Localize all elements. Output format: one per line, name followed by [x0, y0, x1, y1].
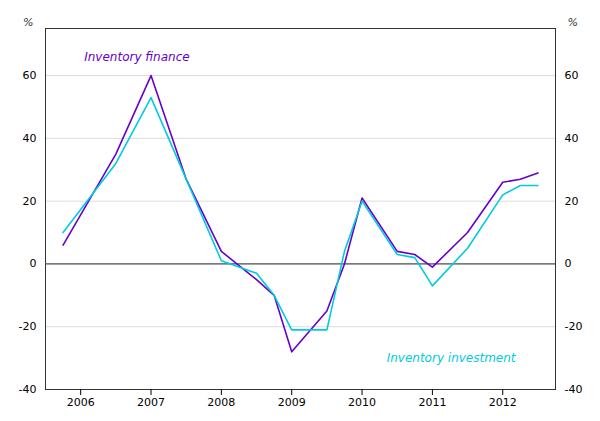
- svg-text:2008: 2008: [207, 396, 235, 409]
- svg-text:-40: -40: [565, 383, 583, 396]
- svg-text:20: 20: [23, 195, 37, 208]
- svg-text:40: 40: [565, 132, 579, 145]
- svg-text:20: 20: [565, 195, 579, 208]
- svg-text:-40: -40: [19, 383, 37, 396]
- svg-text:-20: -20: [565, 320, 583, 333]
- svg-text:2011: 2011: [418, 396, 446, 409]
- svg-text:2009: 2009: [278, 396, 306, 409]
- svg-text:2010: 2010: [348, 396, 376, 409]
- svg-text:0: 0: [565, 257, 572, 270]
- svg-text:40: 40: [23, 132, 37, 145]
- svg-text:%: %: [568, 16, 578, 29]
- svg-text:2012: 2012: [489, 396, 517, 409]
- svg-text:Inventory investment: Inventory investment: [387, 351, 517, 365]
- svg-text:0: 0: [30, 257, 37, 270]
- svg-text:2006: 2006: [67, 396, 95, 409]
- svg-text:-20: -20: [19, 320, 37, 333]
- svg-text:60: 60: [23, 69, 37, 82]
- svg-text:60: 60: [565, 69, 579, 82]
- svg-text:2007: 2007: [137, 396, 165, 409]
- svg-text:%: %: [23, 16, 33, 29]
- svg-text:Inventory finance: Inventory finance: [84, 50, 189, 64]
